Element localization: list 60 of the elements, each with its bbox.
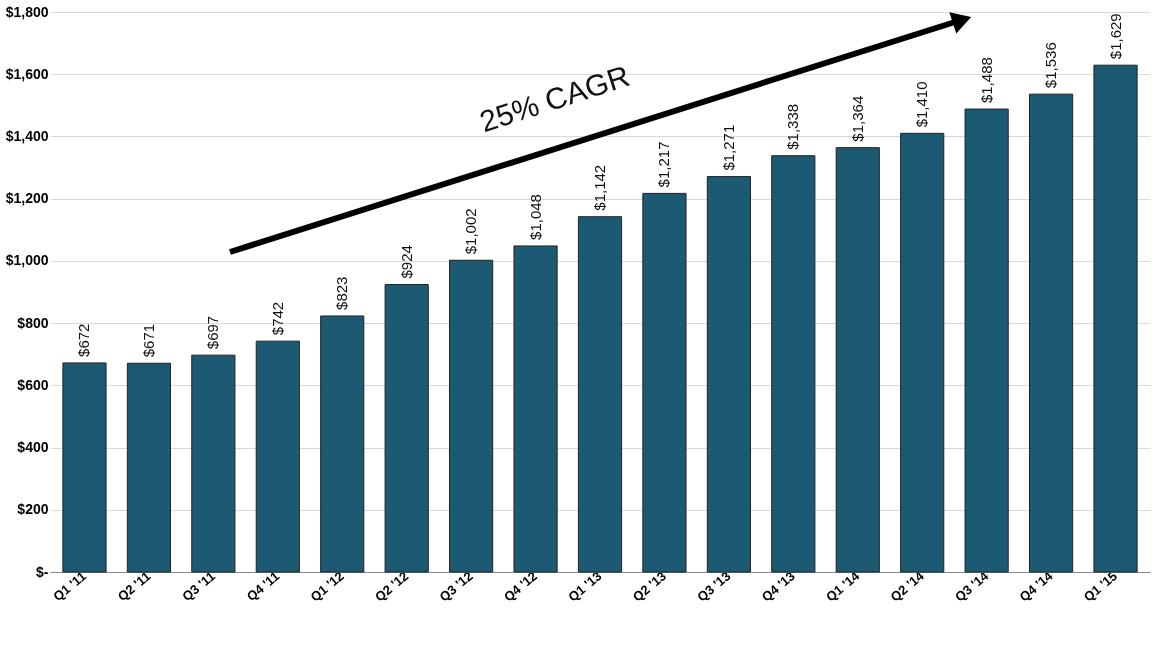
bar [126, 362, 171, 573]
bar [900, 132, 945, 573]
data-label: $1,410 [913, 81, 931, 128]
data-label: $1,217 [655, 141, 673, 188]
y-tick-label: $800 [17, 314, 49, 331]
bar [1029, 93, 1074, 573]
bar [320, 315, 365, 573]
data-label: $1,338 [784, 103, 802, 150]
data-label: $1,271 [719, 124, 737, 171]
bar [191, 354, 236, 573]
y-tick-label: $1,800 [5, 3, 49, 20]
x-tick-label: Q2 '12 [372, 568, 412, 605]
x-tick-label: Q2 '14 [887, 567, 928, 605]
x-tick-label: Q2 '11 [114, 568, 154, 605]
x-tick-label: Q4 '13 [758, 568, 798, 605]
y-tick-label: $1,200 [5, 190, 49, 207]
x-tick-label: Q3 '11 [179, 568, 218, 605]
x-tick-label: Q3 '14 [952, 567, 992, 605]
data-label: $671 [139, 323, 157, 358]
y-tick-label: $1,600 [5, 65, 49, 82]
bar [771, 155, 816, 573]
x-tick-label: Q4 '14 [1016, 567, 1057, 605]
bar [835, 147, 880, 573]
x-tick-label: Q3 '12 [436, 568, 476, 605]
x-tick-label: Q1 '12 [307, 568, 347, 605]
data-label: $672 [75, 323, 93, 357]
bar [384, 284, 429, 573]
data-label: $1,002 [462, 208, 480, 255]
data-label: $1,629 [1106, 13, 1124, 60]
bar [964, 108, 1009, 573]
y-tick-label: $200 [17, 501, 49, 518]
x-tick-label: Q1 '14 [823, 567, 863, 605]
x-tick-label: Q3 '13 [694, 568, 734, 605]
y-tick-label: $400 [17, 439, 49, 456]
data-label: $1,536 [1042, 42, 1060, 89]
data-label: $742 [268, 301, 286, 336]
bar [62, 362, 107, 573]
bar [577, 216, 623, 573]
data-label: $823 [333, 276, 351, 310]
bar [449, 259, 494, 573]
bar [255, 340, 300, 573]
y-tick-label: $1,400 [5, 127, 49, 144]
data-label: $924 [397, 245, 415, 279]
annotation: 25% CAGR [475, 58, 634, 139]
data-label: $697 [204, 315, 222, 350]
y-tick-label: $- [36, 563, 49, 580]
bar [642, 192, 687, 573]
data-label: $1,048 [526, 194, 544, 240]
bar [1093, 64, 1138, 573]
x-tick-label: Q1 '13 [565, 568, 605, 605]
data-label: $1,488 [977, 57, 995, 104]
x-tick-label: Q1 '11 [50, 568, 89, 605]
bar [513, 245, 558, 573]
bar [706, 176, 751, 573]
x-tick-label: Q4 '11 [243, 568, 283, 605]
y-tick-label: $1,000 [5, 252, 49, 269]
data-label: $1,142 [591, 164, 608, 211]
data-label: $1,364 [848, 95, 866, 142]
x-tick-label: Q2 '13 [629, 568, 669, 605]
y-tick-label: $600 [17, 376, 49, 393]
